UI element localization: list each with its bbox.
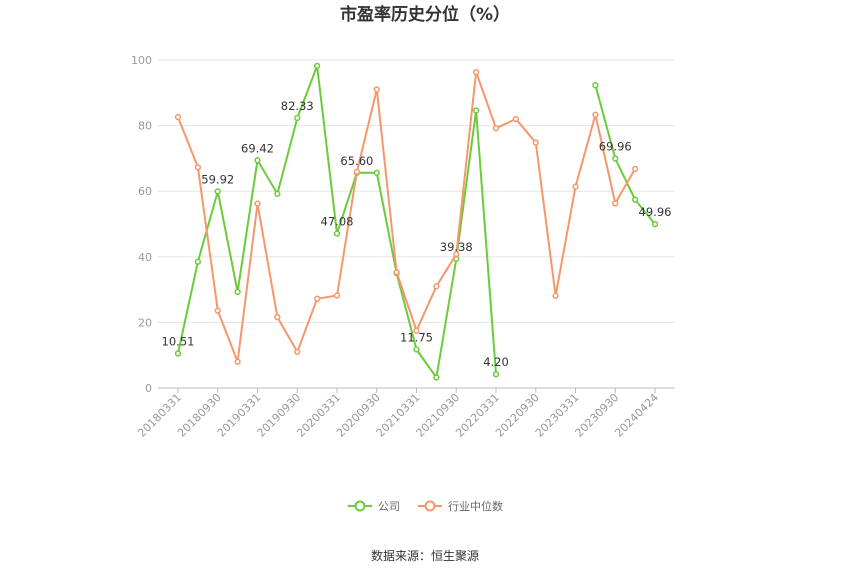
grid: [158, 59, 675, 323]
data-point[interactable]: [194, 164, 202, 171]
y-tick-label: 100: [131, 54, 152, 67]
legend-label: 公司: [378, 500, 400, 513]
data-point[interactable]: [194, 258, 202, 265]
y-tick-label: 0: [145, 382, 152, 395]
data-label: 69.96: [599, 140, 632, 154]
data-point[interactable]: [631, 196, 639, 203]
data-point[interactable]: [612, 155, 619, 162]
data-point[interactable]: [254, 157, 261, 164]
data-point[interactable]: [492, 371, 500, 378]
data-label: 4.20: [483, 355, 509, 369]
data-point[interactable]: [274, 314, 281, 321]
data-point[interactable]: [274, 190, 281, 197]
data-point[interactable]: [353, 168, 361, 175]
chart-title: 市盈率历史分位（%）: [340, 4, 510, 25]
data-point[interactable]: [592, 111, 599, 118]
data-point[interactable]: [472, 68, 480, 76]
series-line: [594, 85, 656, 225]
data-label: 49.96: [639, 205, 672, 219]
data-label: 47.08: [321, 215, 354, 229]
data-label: 82.33: [281, 99, 314, 113]
legend[interactable]: 公司 行业中位数: [348, 499, 503, 513]
data-point[interactable]: [592, 82, 599, 89]
data-point[interactable]: [612, 200, 619, 207]
data-point[interactable]: [433, 374, 440, 381]
data-label: 11.75: [400, 330, 433, 344]
data-point[interactable]: [234, 358, 241, 365]
data-label: 10.51: [162, 335, 195, 349]
data-point[interactable]: [294, 114, 301, 122]
data-point[interactable]: [313, 62, 321, 70]
data-point[interactable]: [254, 200, 261, 207]
data-point[interactable]: [333, 292, 341, 299]
data-point[interactable]: [552, 292, 559, 299]
y-tick-label: 40: [138, 251, 152, 264]
series-line: [177, 71, 636, 363]
axes: 0204060801002018033120180930201903312019…: [131, 54, 675, 440]
data-label: 65.60: [340, 154, 373, 168]
data-point[interactable]: [472, 107, 480, 114]
data-point[interactable]: [313, 295, 321, 302]
data-point[interactable]: [512, 115, 520, 123]
data-point[interactable]: [373, 169, 380, 176]
data-point[interactable]: [492, 125, 500, 132]
data-point[interactable]: [572, 183, 579, 190]
data-point[interactable]: [214, 188, 221, 195]
x-tick-label: 20240424: [612, 391, 661, 440]
data-point[interactable]: [234, 288, 241, 296]
legend-item-industry-median[interactable]: 行业中位数: [418, 499, 503, 513]
data-point[interactable]: [532, 139, 539, 146]
data-point[interactable]: [333, 230, 341, 237]
legend-item-company[interactable]: 公司: [348, 500, 400, 513]
data-labels: 10.51 59.92 69.42 82.33 47.08 65.60 11.75 39.38…: [162, 99, 672, 369]
series: [174, 62, 659, 381]
y-tick-label: 60: [138, 185, 152, 198]
data-point[interactable]: [651, 220, 659, 228]
legend-label: 行业中位数: [448, 499, 503, 513]
data-point[interactable]: [413, 327, 420, 334]
source-note: 数据来源：恒生聚源: [371, 548, 479, 563]
legend-swatch-marker: [354, 500, 366, 512]
data-point[interactable]: [393, 269, 400, 276]
data-point[interactable]: [433, 283, 440, 290]
data-point[interactable]: [373, 86, 380, 93]
data-point[interactable]: [174, 350, 182, 357]
series-company: [174, 62, 659, 381]
data-point[interactable]: [413, 346, 420, 353]
legend-swatch-marker: [424, 500, 436, 512]
data-point[interactable]: [631, 165, 639, 173]
data-point[interactable]: [214, 307, 221, 314]
series-industry-median: [174, 68, 639, 365]
data-label: 69.42: [241, 141, 274, 155]
y-tick-label: 80: [138, 120, 152, 133]
data-label: 59.92: [201, 172, 234, 186]
data-point[interactable]: [174, 113, 182, 121]
data-label: 39.38: [440, 240, 473, 254]
y-tick-label: 20: [138, 316, 152, 329]
data-point[interactable]: [294, 348, 301, 356]
data-point[interactable]: [453, 251, 460, 258]
